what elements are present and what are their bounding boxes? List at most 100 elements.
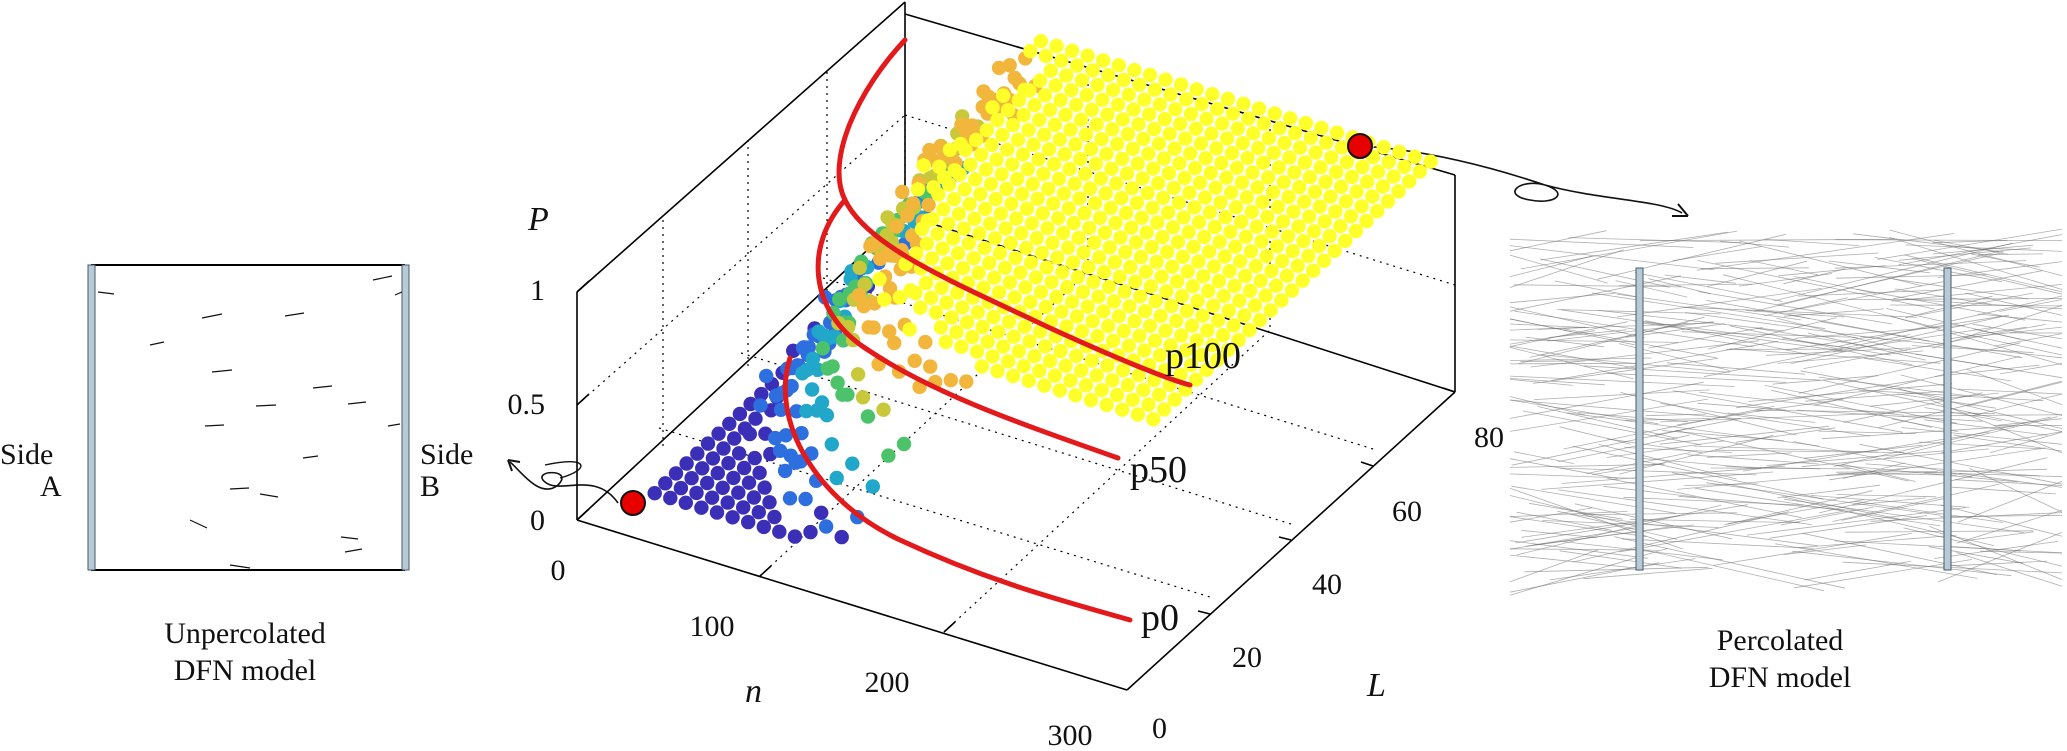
fracture-line [1798,534,1957,548]
scatter-point [1027,349,1042,364]
fracture-line [1784,498,2025,533]
scatter-point [690,446,705,461]
fracture-line [1937,532,2063,583]
scatter-point [1037,378,1052,393]
scatter-point [925,211,940,227]
scatter-point [1240,150,1255,166]
fracture-line [1509,345,1642,370]
scatter-point [1069,58,1085,73]
scatter-point [1199,362,1214,377]
scatter-point [845,456,860,471]
scatter-point [1242,322,1257,338]
scatter-point [1129,195,1145,211]
scatter-point [1291,219,1306,234]
scatter-point [1147,333,1163,348]
fracture-line [1710,467,1851,470]
scatter-point [1253,273,1268,288]
scatter-point [1265,224,1280,239]
scatter-point [1065,255,1081,270]
scatter-point [956,221,972,236]
scatter-point [1423,154,1438,169]
scatter-point [966,251,981,266]
scatter-point [1080,299,1095,314]
fracture-line [1783,544,1867,555]
scatter-point [887,335,902,351]
fracture-line [1905,244,2063,252]
fracture-line [1842,462,1906,479]
scatter-point [877,292,892,307]
scatter-point [977,241,992,256]
scatter-point [969,344,985,359]
scatter-point [1190,293,1205,309]
scatter-point [996,339,1011,354]
scatter-point [1301,248,1316,264]
scatter-point [1005,368,1021,384]
scatter-point [1039,260,1054,275]
scatter-point [938,334,953,350]
fracture-line [1520,360,1586,362]
fracture-line [1950,330,2063,356]
scatter-point [968,132,984,148]
scatter-point [946,192,962,207]
fracture-line [1977,313,2063,323]
fracture-line [1727,499,1865,525]
scatter-point [762,495,777,510]
scatter-point [876,402,891,417]
scatter-point [1101,279,1117,294]
scatter-point [1028,270,1044,285]
fracture-line [1847,298,2063,301]
fracture-line [1559,467,1757,476]
fracture-line [1979,550,2063,554]
scatter-point [1328,204,1343,219]
fracture-line [1636,547,1824,592]
scatter-point [709,505,725,520]
scatter-point [970,305,985,320]
fracture-line [1557,434,1690,462]
scatter-point [1171,195,1186,210]
scatter-point [1252,313,1268,328]
scatter-point [1238,268,1253,284]
scatter-point [1178,343,1194,358]
unpercolated-dfn-panel: Side A Side B Unpercolated DFN model [0,264,473,687]
percolated-side-a-boundary [1635,267,1644,571]
scatter-point [1144,239,1159,255]
scatter-point [1163,338,1178,353]
scatter-point [1037,339,1053,354]
scatter-point [1074,73,1090,88]
scatter-point [1256,116,1272,131]
scatter-point [1131,117,1146,132]
scatter-point [819,408,835,423]
fracture-line [1509,254,1608,284]
curve-p100 [836,37,1193,388]
fracture-line [1715,252,1879,264]
scatter-point [689,485,704,501]
fracture-line [1513,451,1574,464]
scatter-point [753,398,768,413]
scatter-point [1023,294,1038,310]
scatter-point [1311,238,1327,254]
scatter-point [866,320,881,335]
scatter-point [1181,224,1196,240]
scatter-point [1082,181,1098,196]
scatter-point [1099,146,1114,162]
scatter-point [1324,150,1339,165]
scatter-point [1318,174,1333,190]
scatter-point [942,142,958,158]
scatter-point [987,231,1003,246]
scatter-point [1313,160,1328,175]
scatter-point [1097,225,1113,240]
scatter-point [1270,199,1286,215]
fracture-line [1630,518,1801,524]
scatter-point [673,480,689,496]
fracture-line [1509,245,1715,271]
scatter-point [997,260,1013,275]
scatter-point [1046,156,1062,172]
fracture-line [1764,239,1860,246]
scatter-point [1137,92,1152,107]
fracture-line [1836,464,2018,483]
scatter-point [1137,303,1153,319]
fracture-line [1724,490,1873,526]
fracture-line [1569,513,1819,547]
scatter-point [710,465,725,481]
scatter-point [1188,372,1204,387]
